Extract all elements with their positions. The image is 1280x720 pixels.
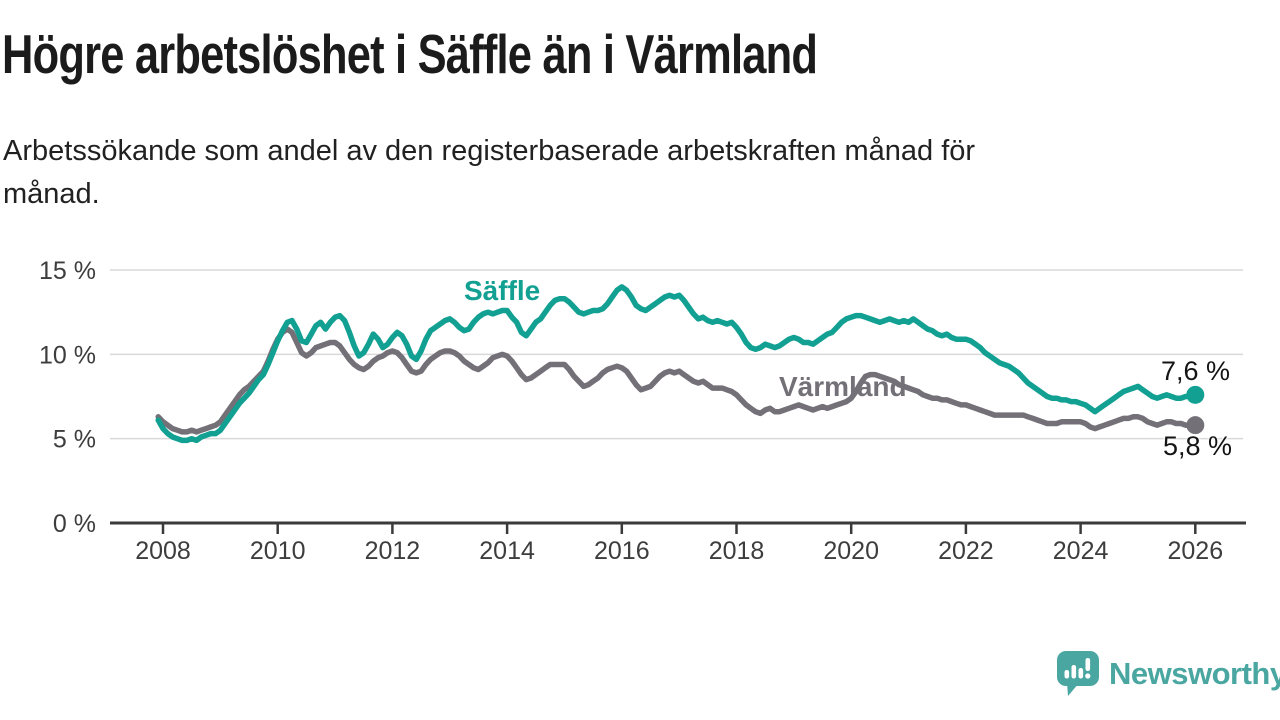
y-tick-label: 5 %: [53, 426, 96, 454]
x-tick-label: 2016: [594, 537, 650, 565]
line-varmland: [155, 326, 1199, 435]
line-saffle: [155, 284, 1199, 444]
subtitle-line-1: Arbetssökande som andel av den registerb…: [3, 135, 976, 167]
x-tick-label: 2010: [250, 537, 306, 565]
chart-subtitle: Arbetssökande som andel av den registerb…: [3, 130, 975, 216]
y-tick-label: 15 %: [39, 257, 96, 285]
subtitle-line-2: månad.: [3, 178, 100, 210]
series-label-varmland: Värmland: [779, 371, 907, 402]
x-tick-label: 2012: [365, 537, 421, 565]
x-tick-label: 2026: [1167, 537, 1223, 565]
x-tick-label: 2024: [1053, 537, 1109, 565]
chart-title: Högre arbetslöshet i Säffle än i Värmlan…: [2, 23, 818, 85]
end-value-label-varmland: 5,8 %: [1163, 431, 1233, 461]
endpoint-dot-varmland: [1186, 416, 1205, 435]
bar-chart-speech-bubble-icon: [1057, 651, 1099, 696]
endpoint-dot-saffle: [1186, 385, 1205, 404]
y-tick-label: 0 %: [53, 510, 96, 538]
x-tick-label: 2008: [135, 537, 191, 565]
x-tick-label: 2020: [823, 537, 879, 565]
end-value-label-saffle: 7,6 %: [1161, 356, 1231, 386]
x-tick-label: 2014: [479, 537, 535, 565]
newsworthy-logo: Newsworthy: [1056, 650, 1280, 697]
x-tick-label: 2022: [938, 537, 994, 565]
x-tick-label: 2018: [709, 537, 765, 565]
newsworthy-logo-text: Newsworthy: [1109, 655, 1280, 691]
series-label-saffle: Säffle: [464, 275, 541, 306]
y-tick-label: 10 %: [39, 341, 96, 369]
